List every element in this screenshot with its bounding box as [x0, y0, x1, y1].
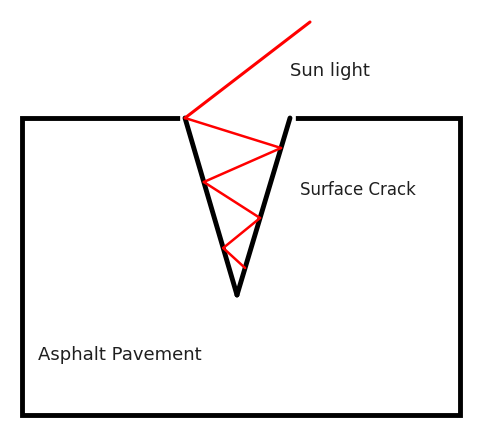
Text: Sun light: Sun light	[290, 62, 370, 80]
Text: Asphalt Pavement: Asphalt Pavement	[38, 346, 201, 364]
Bar	[22, 118, 460, 415]
Text: Surface Crack: Surface Crack	[300, 181, 416, 199]
